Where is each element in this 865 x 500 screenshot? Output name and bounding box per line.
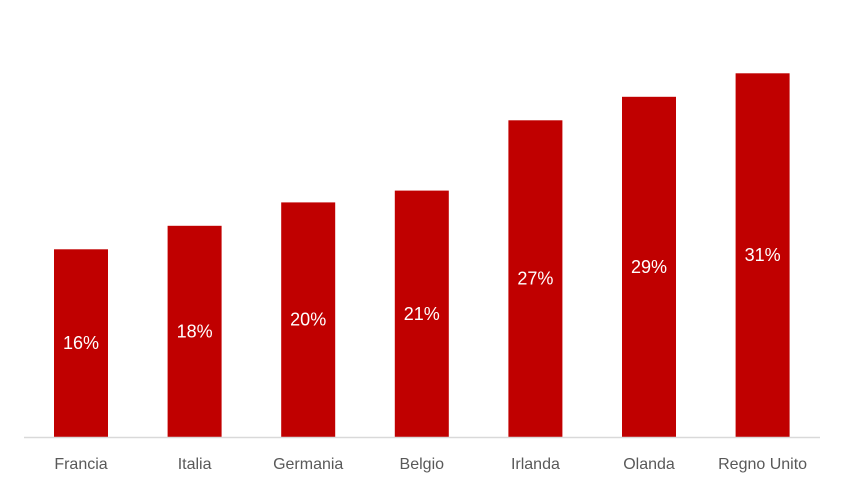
category-label-germania: Germania (273, 456, 343, 473)
labels-layer: 16% Francia 18% Italia 20% Germania 21% Belgio 2… (54, 245, 807, 473)
category-label-italia: Italia (178, 456, 212, 473)
data-label-irlanda: 27% (517, 269, 553, 289)
data-label-olanda: 29% (631, 257, 667, 277)
bars-layer (54, 73, 790, 438)
data-label-francia: 16% (63, 333, 99, 353)
bar-francia (54, 249, 108, 437)
category-label-olanda: Olanda (623, 456, 675, 473)
bar-italia (167, 225, 222, 437)
bar-regno-unito (735, 73, 790, 438)
data-label-regno-unito: 31% (745, 245, 781, 265)
category-label-regno-unito: Regno Unito (718, 456, 807, 473)
bar-irlanda (508, 120, 563, 438)
bar-belgio (394, 190, 449, 437)
data-label-germania: 20% (290, 310, 326, 330)
bar-germania (281, 202, 336, 437)
category-label-belgio: Belgio (400, 456, 445, 473)
category-label-francia: Francia (54, 456, 107, 473)
category-label-irlanda: Irlanda (511, 456, 560, 473)
data-label-belgio: 21% (404, 304, 440, 324)
data-label-italia: 18% (177, 321, 213, 341)
bar-olanda (622, 96, 676, 438)
